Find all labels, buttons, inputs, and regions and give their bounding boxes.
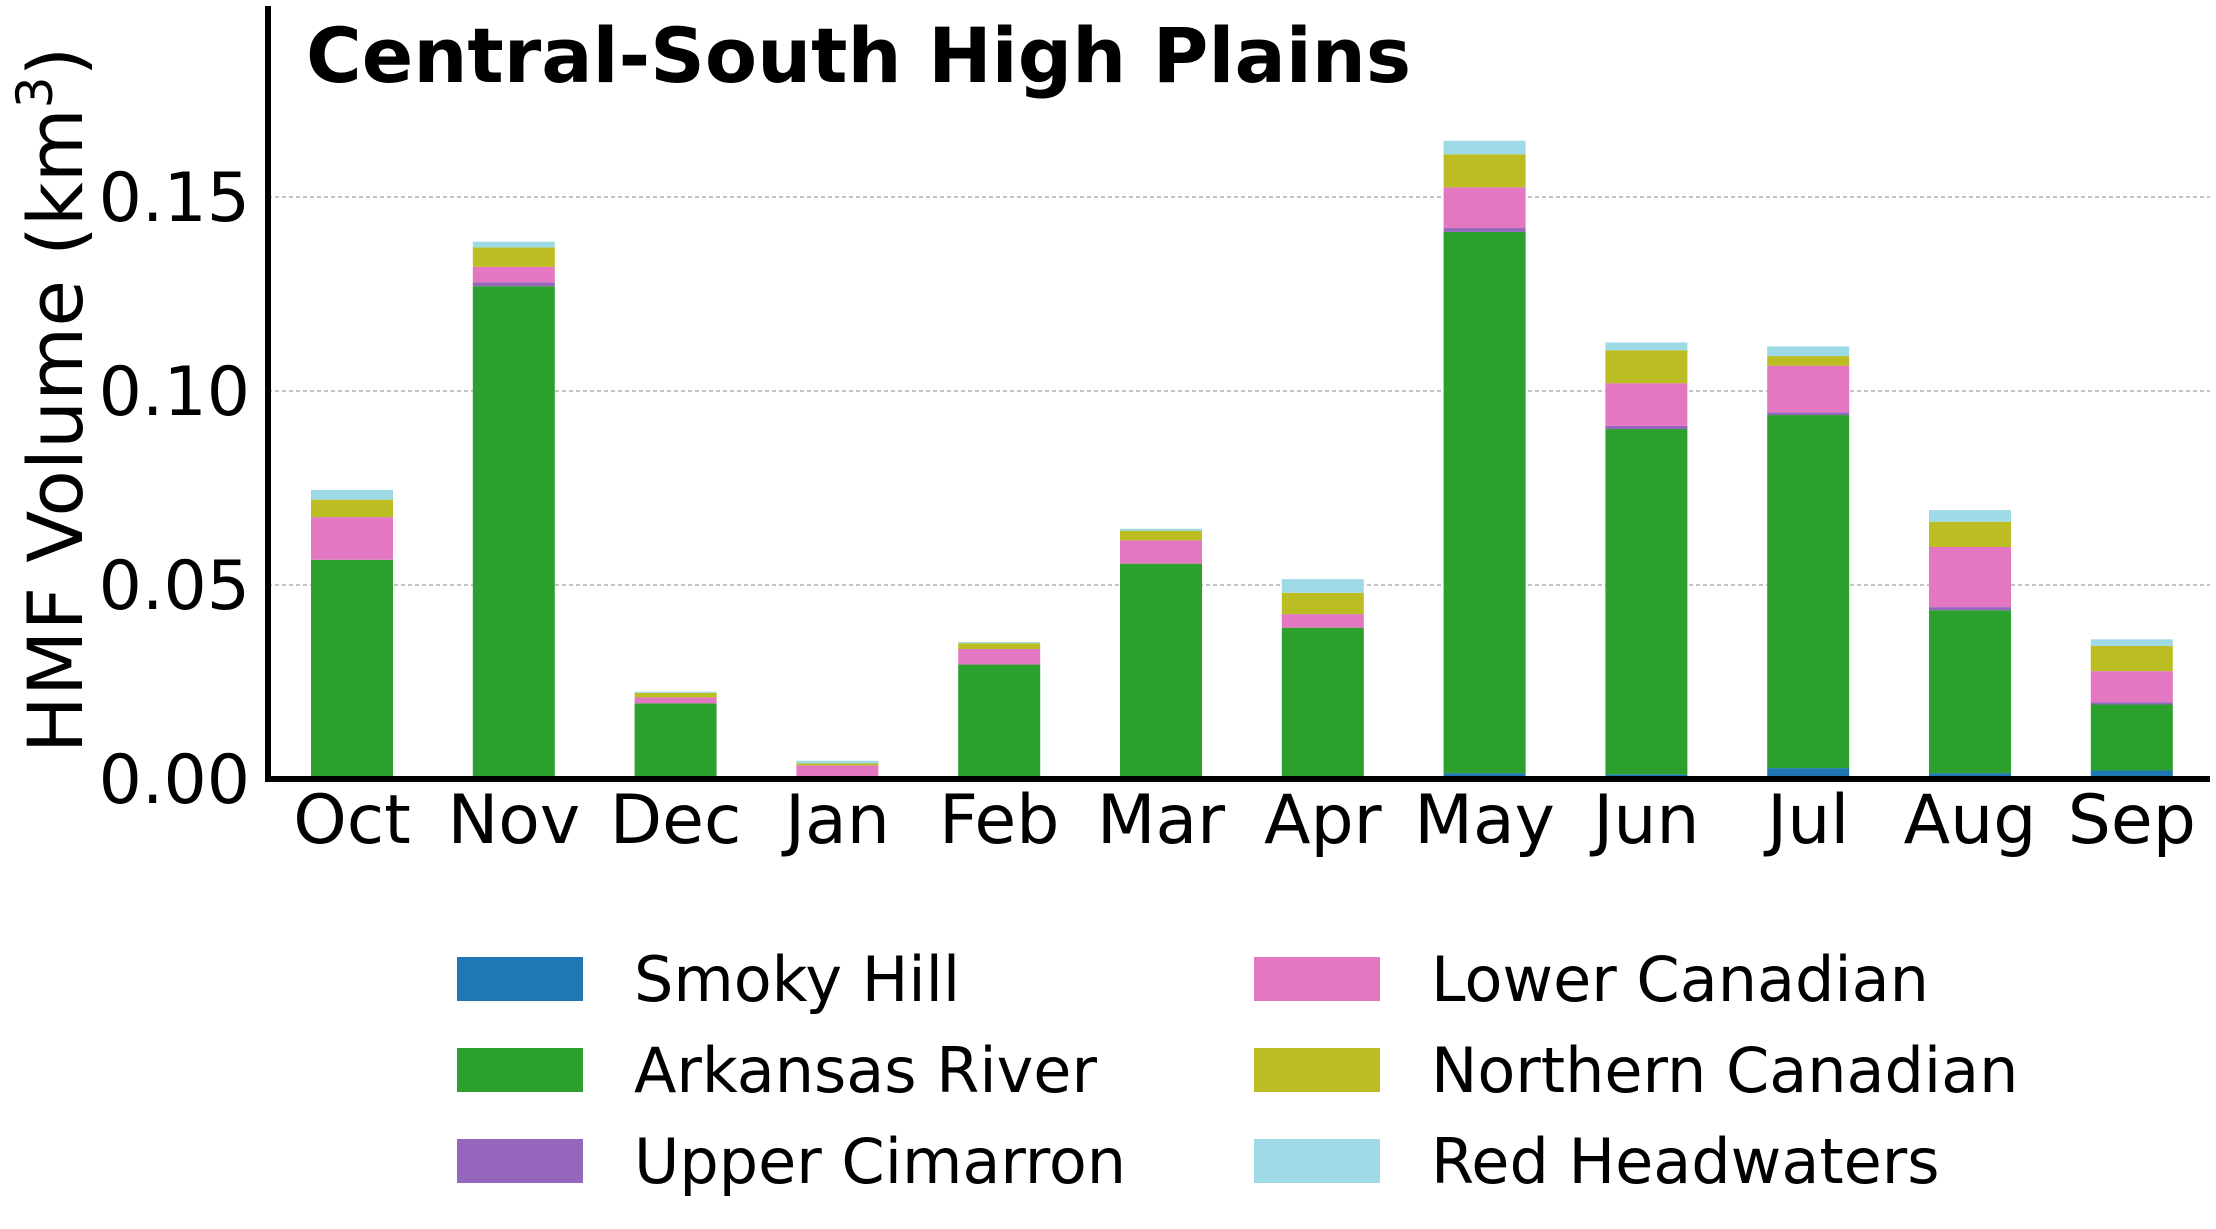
bar-segment <box>958 643 1041 650</box>
bar-segment <box>1443 187 1526 229</box>
bar-segment <box>634 697 717 704</box>
legend-label: Upper Cimarron <box>634 1125 1126 1198</box>
bar-segment <box>796 763 879 766</box>
bar-segment <box>1605 429 1688 775</box>
legend-label: Northern Canadian <box>1431 1034 2018 1107</box>
bar-segment <box>1281 627 1364 779</box>
bar-segment <box>1929 607 2011 611</box>
bar-segment <box>1767 412 1850 416</box>
bar-segment <box>958 642 1041 644</box>
bar-segment <box>1767 768 1850 779</box>
bar-segment <box>1605 342 1688 351</box>
legend: Smoky Hill Arkansas River Upper Cimarron Lo… <box>457 943 2018 1198</box>
bar-segment <box>472 241 555 248</box>
bar-segment <box>2090 704 2173 771</box>
legend-label: Arkansas River <box>634 1034 1097 1107</box>
legend-swatch <box>457 957 583 1001</box>
bar-segment <box>1443 228 1526 232</box>
legend-swatch <box>457 1048 583 1092</box>
x-tick-label: Jul <box>1763 781 1849 860</box>
bar-segment <box>2090 702 2173 705</box>
bar-segment <box>1767 365 1850 413</box>
legend-swatch <box>457 1139 583 1183</box>
bar-segment <box>311 517 393 560</box>
bar-segment <box>1281 592 1364 615</box>
x-tick-label: Dec <box>610 781 742 860</box>
bar-segment <box>472 286 555 779</box>
bar-segment <box>1443 140 1526 155</box>
bar-segment <box>2090 671 2173 703</box>
bar-segment <box>1767 356 1850 366</box>
bar-segment <box>1929 521 2011 547</box>
bar-segment <box>1929 610 2011 774</box>
x-tick-labels: Oct Nov Dec Jan Feb Mar Apr May Jun Jul Aug Sep <box>293 781 2196 860</box>
bar-segment <box>1605 350 1688 384</box>
chart-title: Central-South High Plains <box>306 11 1411 100</box>
bar-segment <box>1929 510 2011 522</box>
bar-segment <box>1281 579 1364 593</box>
bar-segment <box>1605 425 1688 430</box>
bar-segment <box>472 247 555 267</box>
bar-segment <box>634 692 717 698</box>
bar-segment <box>311 499 393 518</box>
legend-label: Smoky Hill <box>634 943 960 1016</box>
y-axis-label: HMF Volume (km3) <box>6 47 100 754</box>
bar-segment <box>2090 645 2173 672</box>
y-tick-label: 0.10 <box>99 353 250 432</box>
x-tick-label: Mar <box>1097 781 1225 860</box>
x-tick-label: Oct <box>293 781 411 860</box>
bar-segment <box>1605 383 1688 426</box>
x-tick-label: Feb <box>939 781 1059 860</box>
bar-segment <box>311 559 393 779</box>
bar-segment <box>472 282 555 287</box>
x-tick-label: May <box>1414 781 1555 860</box>
x-tick-label: Jan <box>781 781 890 860</box>
y-tick-labels: 0.00 0.05 0.10 0.15 <box>99 159 250 820</box>
y-axis-label-close: ) <box>11 47 100 77</box>
bar-segment <box>2090 770 2173 779</box>
bar-segment <box>1929 546 2011 608</box>
bar-segment <box>2090 639 2173 646</box>
bar-segment <box>1443 154 1526 188</box>
bar-segment <box>472 266 555 283</box>
y-axis-label-text: HMF Volume (km <box>11 108 100 753</box>
gridlines <box>268 196 2210 586</box>
legend-label: Lower Canadian <box>1431 943 1929 1016</box>
legend-swatch <box>1254 957 1380 1001</box>
bar-segment <box>796 765 879 778</box>
bar-segment <box>958 649 1041 665</box>
bar-segment <box>1767 346 1850 357</box>
bar-segment <box>1443 231 1526 774</box>
bar-segment <box>1120 563 1202 779</box>
x-tick-label: Apr <box>1264 781 1382 860</box>
bar-segment <box>1767 415 1850 769</box>
bars <box>311 140 2173 779</box>
x-tick-label: Sep <box>2068 781 2196 860</box>
legend-swatch <box>1254 1048 1380 1092</box>
bar-segment <box>1120 530 1202 541</box>
bar-segment <box>1120 528 1202 531</box>
legend-swatch <box>1254 1139 1380 1183</box>
bar-segment <box>634 691 717 693</box>
y-tick-label: 0.05 <box>99 547 250 626</box>
bar-segment <box>1120 540 1202 564</box>
x-tick-label: Jun <box>1589 781 1699 860</box>
y-axis-label-superscript: 3 <box>6 76 64 108</box>
bar-segment <box>311 489 393 500</box>
legend-label: Red Headwaters <box>1431 1125 1940 1198</box>
bar-segment <box>796 760 879 764</box>
x-tick-label: Nov <box>447 781 580 860</box>
x-tick-label: Aug <box>1904 781 2037 860</box>
bar-segment <box>634 703 717 779</box>
y-tick-label: 0.15 <box>99 159 250 238</box>
bar-segment <box>1281 614 1364 628</box>
y-tick-label: 0.00 <box>99 741 250 820</box>
bar-segment <box>958 664 1041 779</box>
